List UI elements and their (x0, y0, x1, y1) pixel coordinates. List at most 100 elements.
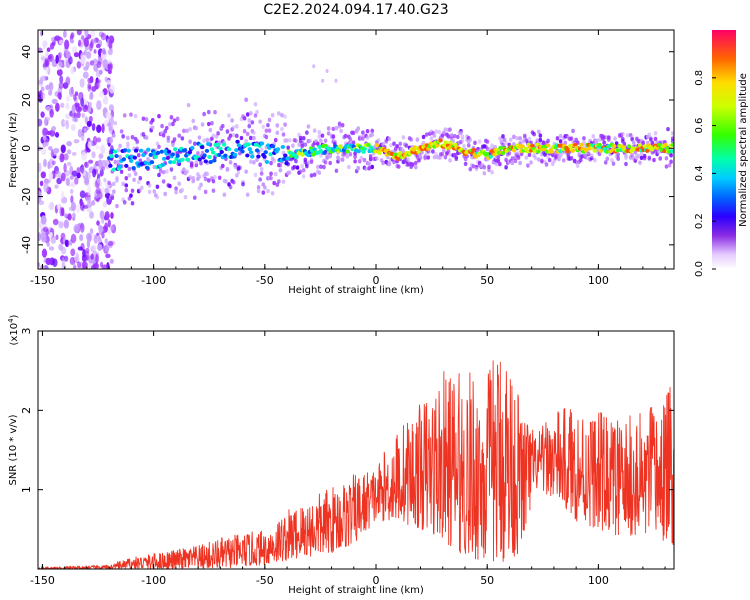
signal-halo (300, 163, 304, 169)
noise-blob (99, 210, 105, 220)
noise-blob (54, 184, 59, 189)
signal-halo (269, 160, 273, 166)
noise-blob (100, 32, 107, 41)
signal-halo (325, 155, 329, 161)
signal-core (294, 155, 299, 160)
noise-blob (107, 240, 114, 247)
signal-halo (108, 126, 113, 131)
noise-blob (42, 127, 49, 136)
signal-halo (303, 142, 308, 147)
noise-blob (45, 105, 52, 112)
signal-core (270, 144, 276, 149)
signal-core (202, 153, 207, 158)
signal-core (212, 158, 217, 163)
signal-halo (241, 182, 245, 187)
signal-halo (607, 137, 611, 142)
signal-halo (252, 130, 256, 135)
noise-blob (85, 51, 92, 59)
signal-halo (437, 129, 441, 135)
signal-halo (571, 128, 575, 134)
signal-core (670, 142, 674, 147)
signal-halo (529, 160, 533, 165)
noise-blob (38, 118, 43, 127)
signal-halo (130, 201, 135, 206)
signal-halo (286, 145, 290, 150)
signal-core (570, 148, 575, 153)
noise-blob (95, 69, 102, 78)
noise-blob (63, 162, 67, 173)
noise-blob (48, 89, 53, 96)
noise-blob (69, 188, 74, 195)
signal-core (645, 148, 650, 153)
signal-halo (426, 155, 431, 160)
signal-halo (392, 159, 396, 165)
signal-halo (337, 121, 342, 126)
signal-halo (169, 167, 174, 172)
signal-halo (124, 183, 129, 188)
spectrogram-y-tick-label: -40 (20, 236, 33, 254)
signal-halo (136, 179, 141, 185)
signal-halo (301, 168, 306, 173)
signal-core (207, 155, 212, 160)
signal-halo (222, 192, 227, 197)
noise-blob (74, 102, 80, 108)
signal-halo (414, 165, 418, 170)
signal-core (223, 153, 228, 158)
noise-blob (65, 76, 71, 86)
signal-core (122, 148, 128, 153)
signal-core (471, 147, 476, 152)
noise-blob (82, 71, 89, 79)
noise-blob (101, 231, 105, 239)
signal-halo (155, 184, 160, 190)
signal-core (149, 160, 155, 165)
signal-halo (230, 118, 234, 123)
signal-halo (641, 140, 645, 146)
signal-core (280, 144, 286, 149)
noise-blob (64, 39, 70, 50)
signal-halo (424, 132, 429, 137)
signal-halo (639, 151, 644, 157)
noise-blob (84, 116, 89, 124)
signal-halo (510, 156, 515, 161)
signal-core (132, 155, 138, 160)
signal-halo (669, 159, 673, 164)
noise-blob (48, 171, 53, 181)
signal-halo (501, 142, 505, 148)
noise-blob (100, 144, 106, 155)
signal-core (245, 153, 250, 158)
noise-blob (73, 117, 79, 123)
signal-halo (418, 154, 423, 159)
signal-core (197, 157, 202, 162)
noise-blob (71, 104, 76, 114)
signal-halo (580, 154, 585, 159)
signal-halo (183, 195, 188, 200)
noise-blob (51, 98, 58, 104)
signal-halo (138, 158, 143, 163)
signal-halo (658, 156, 663, 161)
signal-halo (112, 133, 116, 138)
signal-halo (621, 131, 625, 137)
signal-core (248, 150, 254, 155)
signal-halo (473, 140, 477, 146)
signal-halo (275, 123, 280, 128)
signal-core (152, 151, 157, 156)
signal-halo (551, 153, 555, 158)
signal-halo (348, 137, 353, 142)
noise-blob (56, 68, 63, 77)
noise-blob (70, 248, 76, 257)
signal-halo (494, 161, 499, 167)
signal-halo (231, 125, 236, 130)
signal-halo (180, 136, 185, 141)
signal-halo (210, 121, 214, 126)
signal-halo (233, 164, 238, 169)
noise-blob (65, 177, 70, 186)
signal-halo (121, 134, 125, 139)
noise-blob (63, 213, 68, 218)
noise-blob (107, 63, 112, 70)
noise-blob (89, 211, 94, 219)
signal-halo (203, 189, 208, 195)
signal-halo (361, 136, 365, 142)
signal-core (240, 149, 245, 154)
signal-halo (317, 134, 322, 139)
signal-halo (194, 160, 199, 165)
